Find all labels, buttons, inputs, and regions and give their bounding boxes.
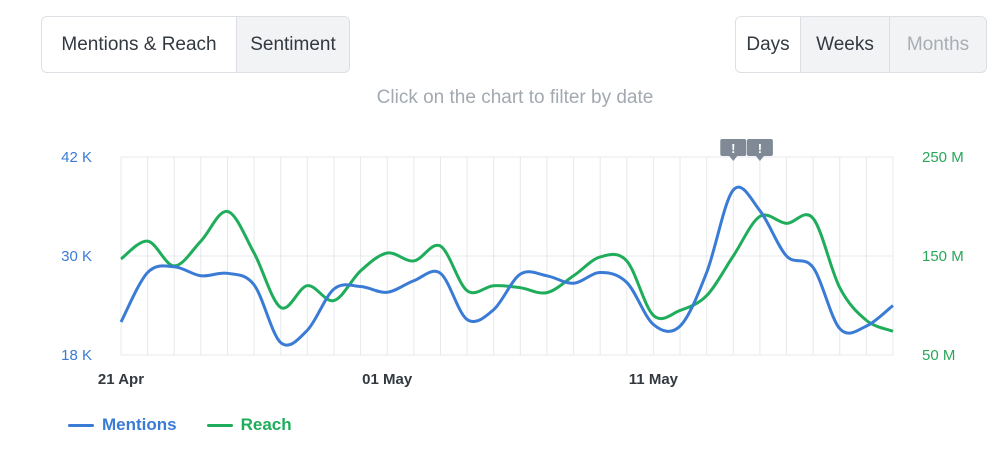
legend-reach-swatch: [206, 423, 233, 427]
anomaly-marker-badge: [720, 139, 747, 161]
tab-days[interactable]: Days: [736, 17, 800, 72]
x-tick-label: 01 May: [362, 371, 413, 388]
y-right-tick-label: 50 M: [922, 347, 955, 364]
anomaly-marker-label: !: [758, 141, 762, 156]
chart-legend: Mentions Reach: [68, 415, 292, 435]
y-right-tick-label: 250 M: [922, 149, 964, 166]
y-right-tick-label: 150 M: [922, 248, 964, 265]
anomaly-marker-badge: [746, 139, 773, 161]
reach-series-line: [120, 209, 894, 333]
y-left-tick-label: 42 K: [61, 149, 92, 166]
tab-months[interactable]: Months: [889, 17, 986, 72]
legend-reach[interactable]: Reach: [206, 415, 292, 435]
x-tick-label: 21 Apr: [98, 371, 144, 388]
tab-weeks[interactable]: Weeks: [800, 17, 889, 72]
y-left-tick-label: 30 K: [61, 248, 92, 265]
y-left-tick-label: 18 K: [61, 347, 92, 364]
chart-hint: Click on the chart to filter by date: [376, 87, 654, 108]
legend-mentions-swatch: [68, 423, 94, 427]
metric-tabs: Mentions & Reach Sentiment: [41, 16, 350, 73]
tab-mentions-reach[interactable]: Mentions & Reach: [42, 17, 236, 72]
legend-reach-label: Reach: [240, 415, 292, 434]
anomaly-marker[interactable]: !: [746, 139, 773, 161]
tab-sentiment[interactable]: Sentiment: [236, 17, 349, 72]
legend-mentions-label: Mentions: [102, 415, 177, 434]
x-tick-label: 11 May: [629, 371, 679, 388]
period-tabs: Days Weeks Months: [735, 16, 987, 73]
anomaly-marker-label: !: [731, 141, 735, 156]
legend-mentions[interactable]: Mentions: [68, 415, 177, 435]
mentions-series-line: [119, 185, 894, 347]
anomaly-marker[interactable]: !: [720, 139, 747, 161]
